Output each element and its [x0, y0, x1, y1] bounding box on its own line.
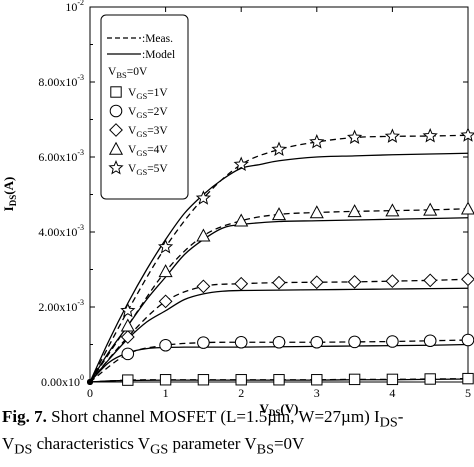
- data-point-vgs-2v: [423, 334, 437, 348]
- legend: :Meas. :Model VBS=0V VGS=1VVGS=2VVGS=3VV…: [100, 14, 189, 200]
- data-point-vgs-2v: [234, 335, 248, 349]
- data-point-vgs-1v: [424, 373, 436, 385]
- data-point-vgs-2v: [121, 347, 135, 361]
- y-axis-title: IDS(A): [1, 177, 18, 212]
- data-point-vgs-3v: [196, 279, 211, 294]
- data-point-vgs-3v: [158, 294, 173, 309]
- data-point-vgs-4v: [120, 318, 135, 332]
- data-point-vgs-2v: [310, 335, 324, 349]
- x-tick-label: 2: [238, 386, 244, 400]
- data-point-vgs-2v: [386, 335, 399, 348]
- model-line-vgs-3v: [89, 287, 469, 383]
- data-point-vgs-1v: [273, 374, 285, 386]
- model-line-vgs-4v: [89, 217, 469, 383]
- y-tick-label: 4.00x10-3: [38, 223, 84, 239]
- data-point-vgs-3v: [347, 274, 362, 289]
- legend-marker-circle: [109, 104, 123, 118]
- legend-model-label: :Model: [142, 49, 175, 61]
- caption-line-1: Fig. 7. Short channel MOSFET (L=1.5µm, W…: [2, 406, 474, 433]
- legend-label-vgs-3v: VGS=3V: [128, 125, 168, 139]
- legend-box: [100, 14, 189, 200]
- data-point-vgs-4v: [423, 202, 438, 216]
- y-tick-label: 10-2: [65, 0, 84, 14]
- data-point-vgs-5v: [195, 190, 212, 205]
- data-point-vgs-2v: [197, 336, 210, 349]
- data-point-vgs-3v: [120, 330, 135, 344]
- origin-point: [87, 379, 93, 385]
- data-point-vgs-5v: [460, 127, 474, 142]
- data-point-vgs-4v: [234, 213, 249, 227]
- data-point-vgs-3v: [461, 272, 474, 287]
- x-tick-label: 5: [465, 386, 471, 400]
- data-point-vgs-2v: [461, 333, 474, 347]
- legend-marker-star: [108, 159, 124, 175]
- data-point-vgs-5v: [233, 156, 249, 171]
- data-point-vgs-2v: [159, 338, 172, 352]
- y-tick-label: 6.00x10-3: [38, 148, 84, 164]
- data-point-vgs-1v: [197, 374, 210, 386]
- data-point-vgs-4v: [158, 264, 173, 278]
- legend-marker-triangle: [108, 141, 124, 155]
- data-point-vgs-5v: [309, 133, 325, 149]
- legend-vbs-label: VBS=0V: [108, 66, 148, 80]
- data-point-vgs-2v: [348, 335, 361, 349]
- data-point-vgs-1v: [311, 374, 323, 386]
- model-line-vgs-5v: [89, 152, 469, 383]
- data-point-vgs-4v: [385, 203, 400, 217]
- y-tick-label: 0.00x100: [41, 373, 84, 389]
- y-tick-label: 8.00x10-3: [38, 73, 84, 89]
- data-point-vgs-4v: [196, 228, 211, 242]
- data-point-vgs-3v: [309, 275, 324, 290]
- data-point-vgs-1v: [122, 374, 134, 386]
- legend-marker-diamond: [109, 123, 123, 137]
- data-point-vgs-3v: [423, 273, 438, 288]
- x-tick-label: 1: [163, 386, 169, 400]
- data-point-vgs-4v: [309, 205, 324, 219]
- caption-text: Short channel MOSFET (L=1.5µm, W=27µm) I: [46, 407, 380, 426]
- data-point-vgs-5v: [271, 141, 287, 156]
- legend-meas-label: :Meas.: [142, 33, 173, 45]
- data-point-vgs-1v: [348, 373, 361, 386]
- series-markers: [87, 127, 474, 386]
- legend-label-vgs-4v: VGS=4V: [128, 144, 168, 158]
- data-point-vgs-1v: [235, 374, 247, 386]
- data-point-vgs-1v: [386, 373, 399, 386]
- data-point-vgs-2v: [272, 335, 286, 349]
- y-tick-label: 2.00x10-3: [38, 298, 84, 314]
- x-tick-label: 4: [389, 386, 395, 400]
- data-point-vgs-4v: [271, 207, 287, 221]
- legend-label-vgs-2v: VGS=2V: [128, 106, 168, 120]
- legend-label-vgs-5v: VGS=5V: [128, 163, 168, 177]
- x-tick-label: 3: [314, 386, 320, 400]
- y-axis: 0.00x100 2.00x10-3 4.00x10-3 6.00x10-3 8.00x…: [38, 0, 468, 389]
- data-point-vgs-3v: [272, 275, 286, 290]
- caption-fig-label: Fig. 7.: [2, 407, 47, 426]
- data-point-vgs-5v: [422, 127, 438, 143]
- data-point-vgs-4v: [347, 204, 362, 218]
- data-point-vgs-1v: [159, 374, 172, 386]
- meas-line-vgs-5v: [89, 134, 469, 383]
- legend-marker-square: [110, 86, 122, 98]
- legend-label-vgs-1v: VGS=1V: [128, 87, 168, 101]
- data-point-vgs-5v: [120, 302, 136, 318]
- caption-text-end: -: [397, 407, 404, 426]
- figure-caption: Fig. 7. Short channel MOSFET (L=1.5µm, W…: [0, 406, 474, 467]
- data-point-vgs-1v: [462, 372, 474, 385]
- meas-line-vgs-2v: [89, 339, 469, 383]
- data-point-vgs-4v: [460, 201, 474, 215]
- meas-line-vgs-1v: [89, 377, 469, 383]
- meas-line-vgs-3v: [89, 278, 469, 383]
- caption-line-2: VDS characteristics VGS parameter VBS=0V: [2, 434, 305, 458]
- caption-sub: DS: [379, 414, 398, 431]
- data-point-vgs-3v: [234, 276, 249, 291]
- x-axis-title: VDS(V): [260, 401, 299, 418]
- legend-entries: VGS=1V VGS=2V VGS=3V VGS=4V VGS=5V: [108, 86, 168, 177]
- data-point-vgs-5v: [346, 129, 363, 144]
- data-point-vgs-5v: [384, 128, 401, 143]
- meas-line-vgs-4v: [89, 208, 469, 383]
- data-point-vgs-5v: [157, 238, 174, 254]
- data-point-vgs-3v: [385, 274, 400, 289]
- x-tick-label: 0: [87, 386, 93, 400]
